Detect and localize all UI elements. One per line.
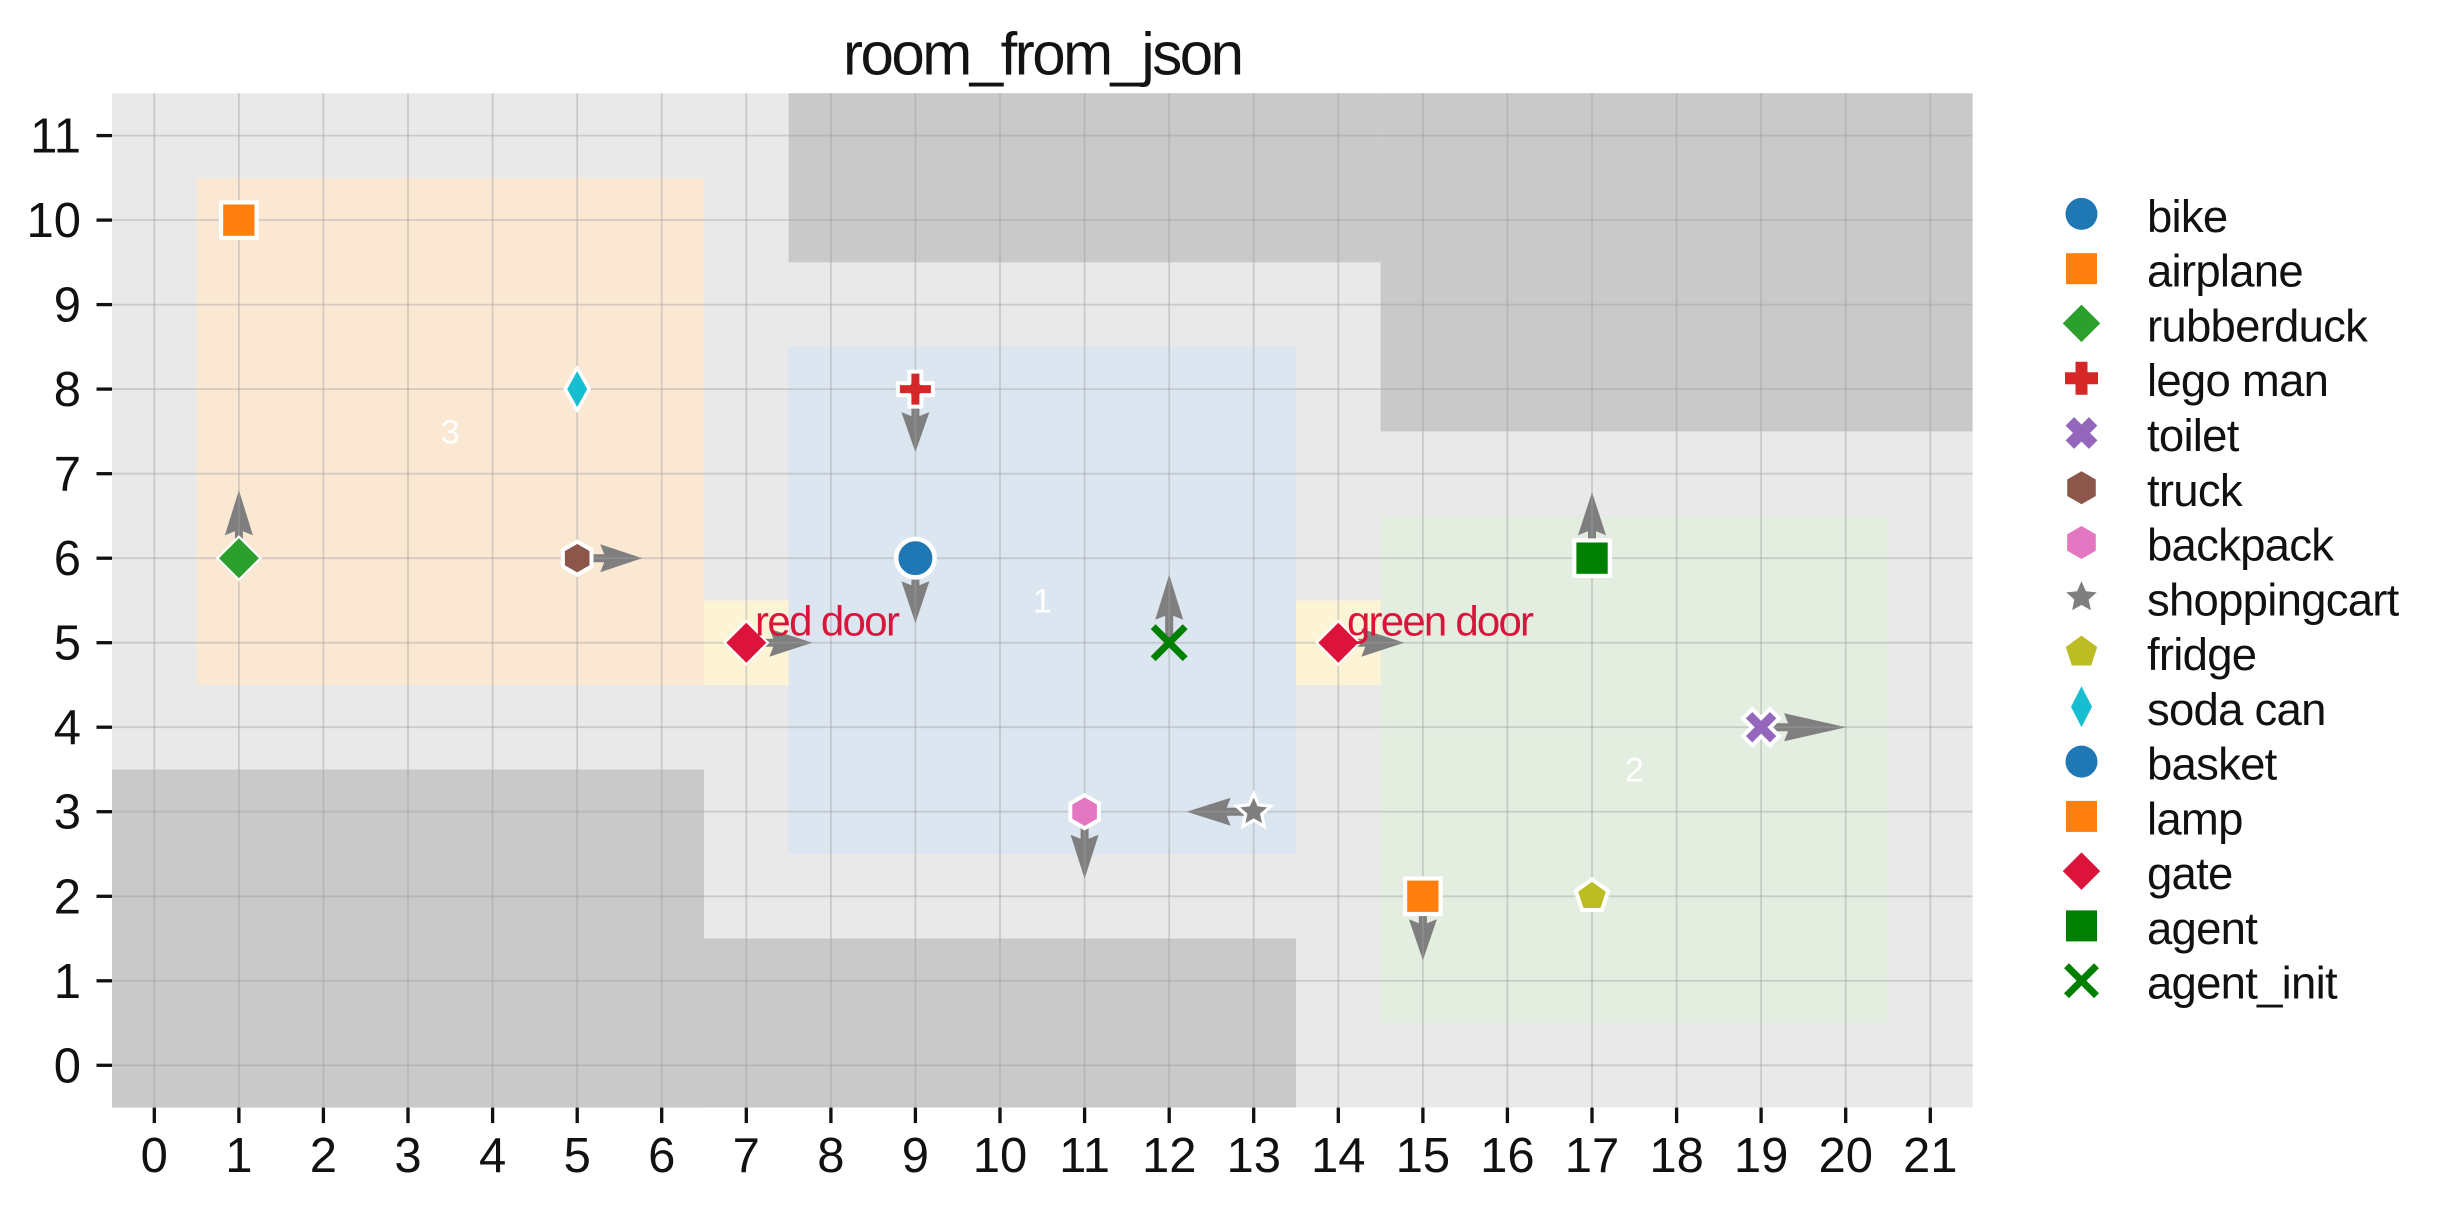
svg-text:room_from_json: room_from_json [843, 21, 1244, 88]
svg-text:6: 6 [54, 532, 81, 586]
svg-text:4: 4 [54, 701, 81, 755]
svg-text:5: 5 [54, 617, 81, 671]
svg-text:3: 3 [54, 786, 81, 840]
svg-text:lego man: lego man [2147, 355, 2328, 406]
svg-text:1: 1 [225, 1129, 252, 1183]
svg-text:5: 5 [564, 1129, 591, 1183]
svg-text:0: 0 [54, 1039, 81, 1093]
svg-text:3: 3 [441, 413, 460, 451]
svg-text:21: 21 [1903, 1129, 1958, 1183]
svg-text:8: 8 [817, 1129, 844, 1183]
svg-text:agent: agent [2147, 903, 2258, 954]
svg-text:14: 14 [1311, 1129, 1366, 1183]
svg-text:1: 1 [54, 955, 81, 1009]
svg-text:3: 3 [394, 1129, 421, 1183]
svg-text:9: 9 [54, 279, 81, 333]
svg-text:airplane: airplane [2147, 246, 2303, 297]
svg-text:fridge: fridge [2147, 629, 2256, 680]
svg-text:20: 20 [1818, 1129, 1873, 1183]
svg-text:8: 8 [54, 363, 81, 417]
svg-text:4: 4 [479, 1129, 506, 1183]
svg-text:shoppingcart: shoppingcart [2147, 574, 2400, 625]
svg-text:2: 2 [54, 870, 81, 924]
svg-text:red door: red door [755, 598, 900, 645]
svg-text:gate: gate [2147, 848, 2233, 899]
svg-text:6: 6 [648, 1129, 675, 1183]
svg-text:basket: basket [2147, 739, 2278, 790]
svg-text:11: 11 [30, 110, 81, 164]
svg-text:0: 0 [141, 1129, 168, 1183]
svg-text:7: 7 [733, 1129, 760, 1183]
svg-text:soda can: soda can [2147, 684, 2326, 735]
svg-text:1: 1 [1033, 582, 1052, 620]
svg-text:green door: green door [1347, 598, 1534, 645]
svg-text:2: 2 [1625, 752, 1644, 790]
svg-text:16: 16 [1480, 1129, 1535, 1183]
svg-text:backpack: backpack [2147, 520, 2334, 571]
svg-text:9: 9 [902, 1129, 929, 1183]
svg-text:18: 18 [1649, 1129, 1704, 1183]
svg-text:12: 12 [1142, 1129, 1197, 1183]
svg-text:lamp: lamp [2147, 793, 2243, 844]
svg-text:7: 7 [54, 448, 81, 502]
svg-text:2: 2 [310, 1129, 337, 1183]
svg-text:13: 13 [1226, 1129, 1281, 1183]
svg-text:10: 10 [26, 194, 81, 248]
svg-text:bike: bike [2147, 191, 2227, 242]
svg-text:agent_init: agent_init [2147, 958, 2338, 1009]
svg-text:truck: truck [2147, 465, 2243, 516]
svg-text:rubberduck: rubberduck [2147, 300, 2368, 351]
svg-text:15: 15 [1396, 1129, 1451, 1183]
svg-text:toilet: toilet [2147, 410, 2240, 461]
svg-text:19: 19 [1734, 1129, 1789, 1183]
svg-text:11: 11 [1059, 1129, 1110, 1183]
svg-text:17: 17 [1565, 1129, 1620, 1183]
svg-text:10: 10 [973, 1129, 1028, 1183]
